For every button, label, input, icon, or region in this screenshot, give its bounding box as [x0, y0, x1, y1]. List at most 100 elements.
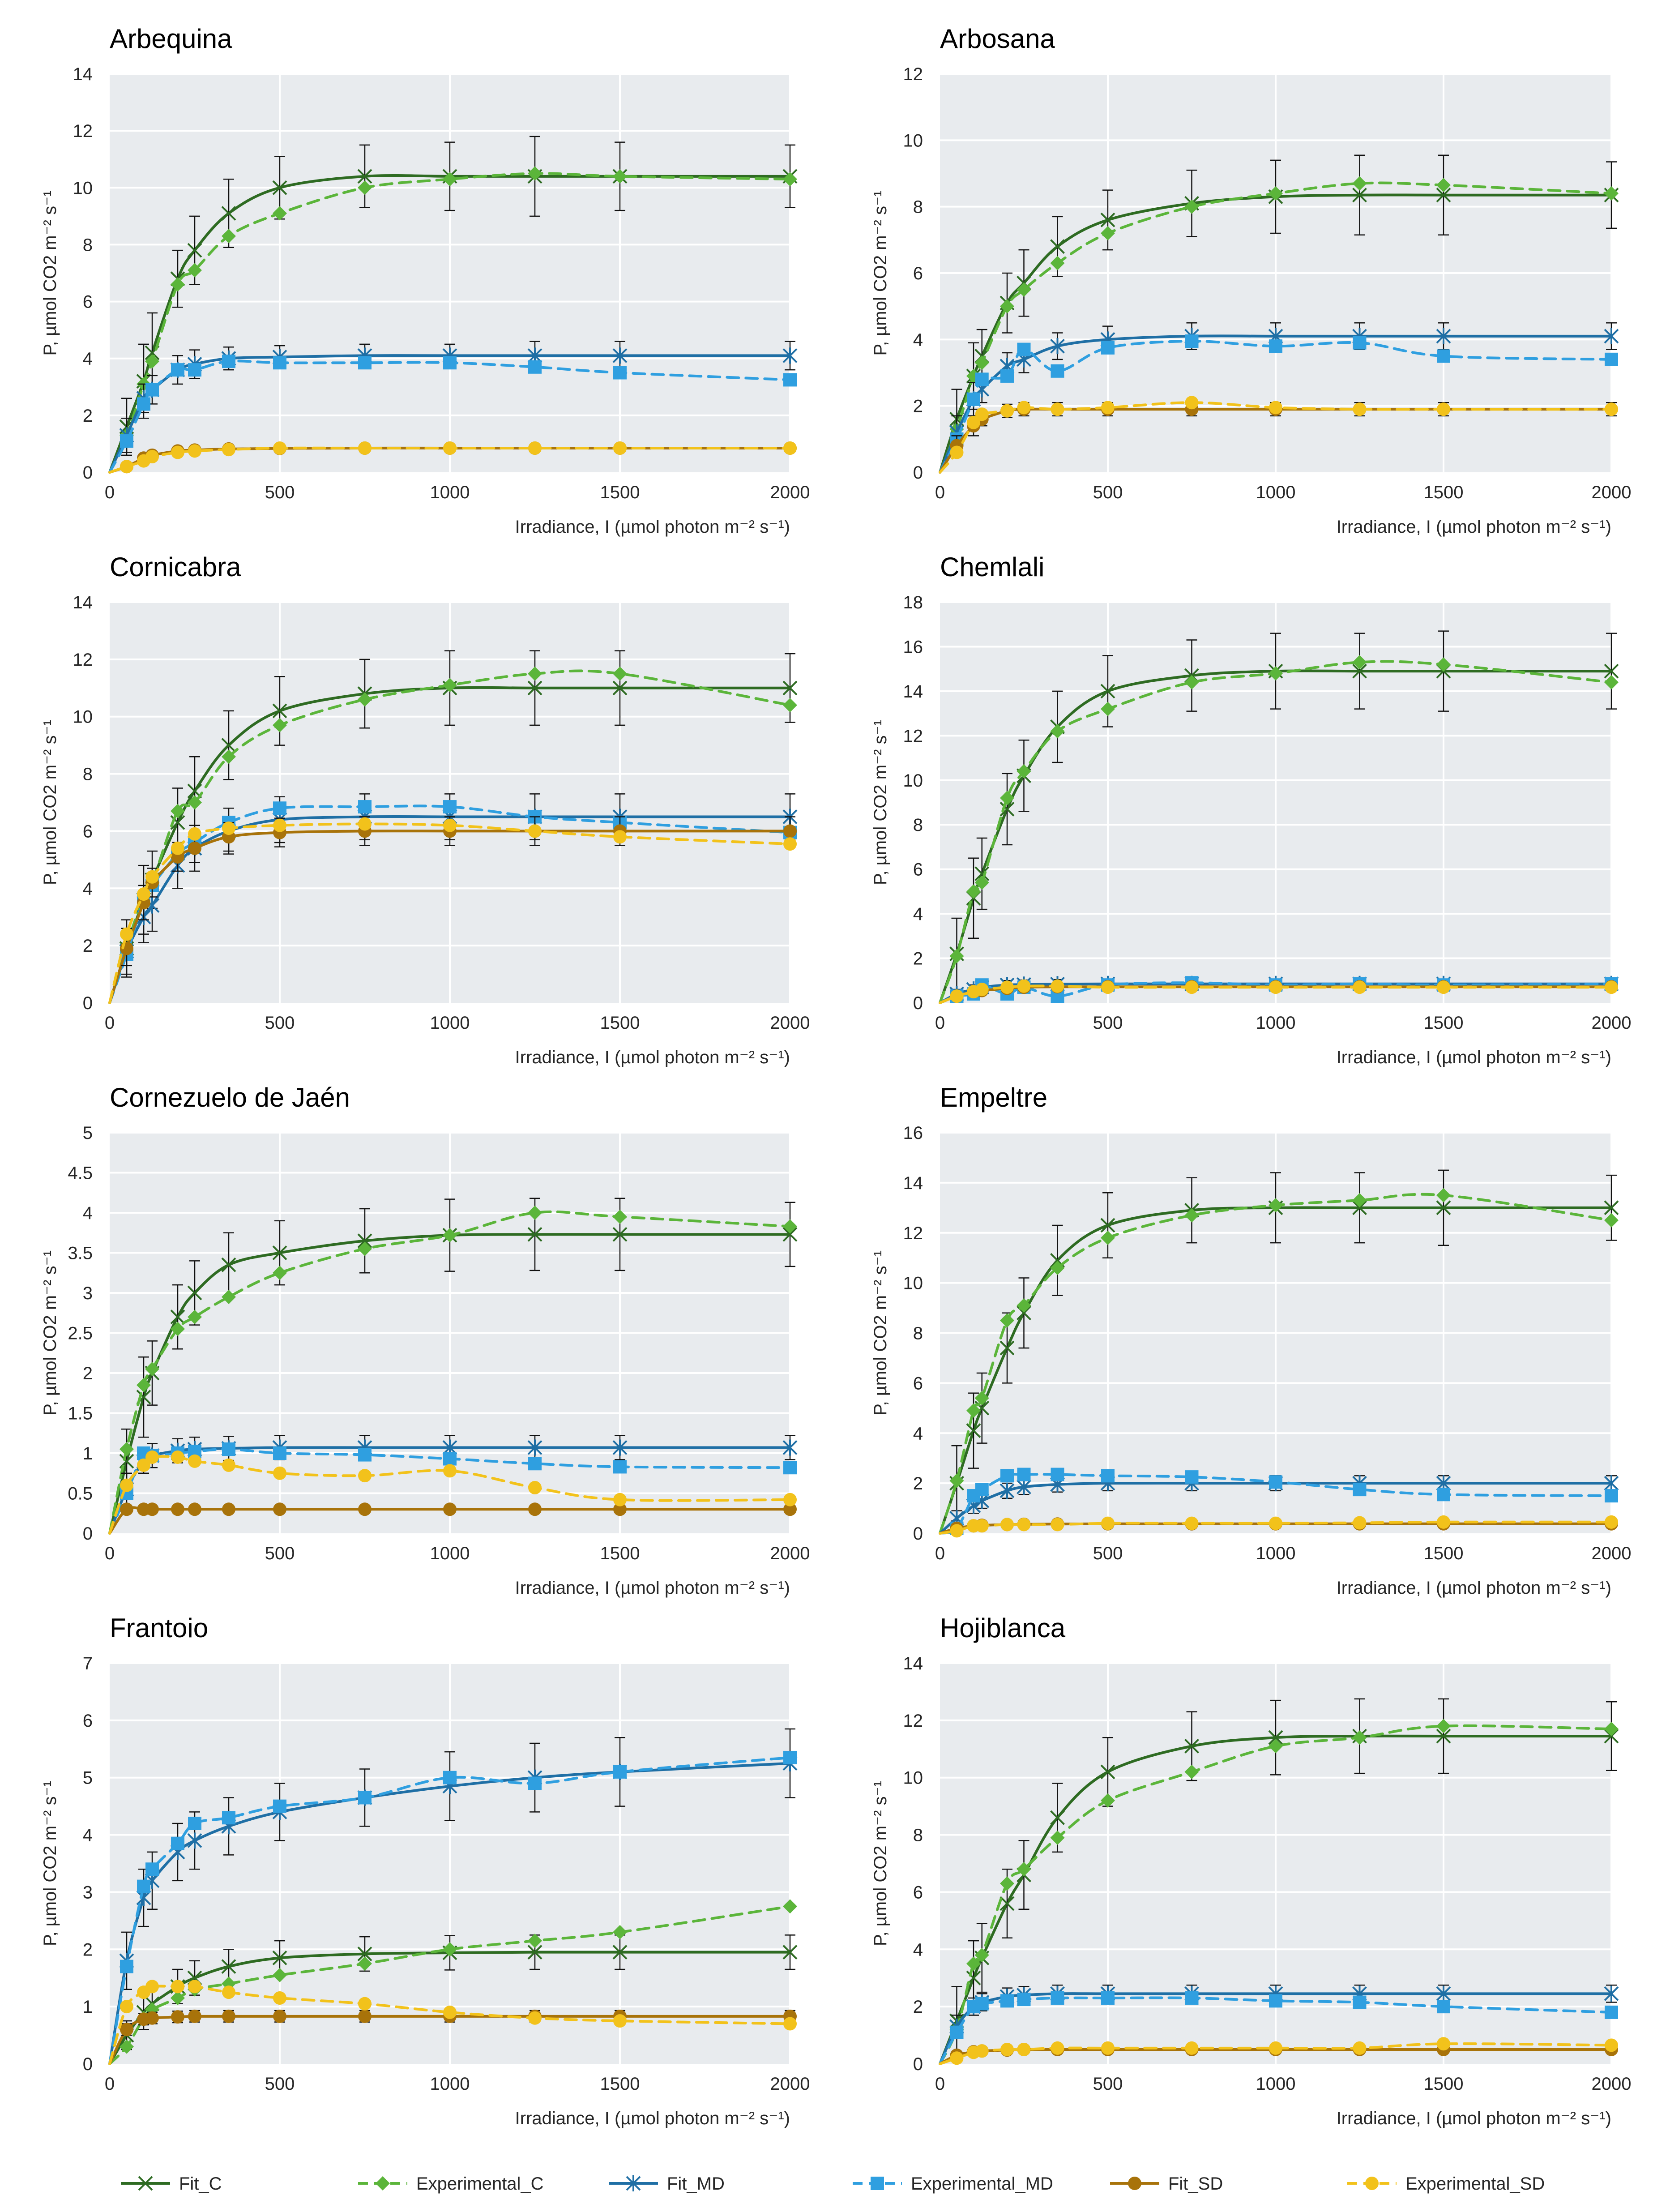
data-point [358, 1502, 372, 1516]
x-tick-label: 0 [105, 2074, 115, 2094]
y-tick-label: 4 [913, 330, 923, 350]
y-tick-label: 5 [83, 1123, 93, 1143]
legend-marker [138, 2176, 153, 2191]
data-point [188, 1980, 201, 1994]
x-axis-label: Irradiance, I (µmol photon m⁻² s⁻¹) [515, 517, 790, 537]
data-point [1017, 1993, 1031, 2007]
x-tick-label: 0 [935, 2074, 945, 2094]
y-tick-label: 12 [903, 1711, 923, 1731]
y-tick-label: 6 [913, 860, 923, 880]
data-point [1000, 2043, 1014, 2057]
data-point [1050, 256, 1065, 270]
data-point [783, 698, 797, 713]
data-point [528, 824, 542, 838]
data-point [967, 392, 980, 406]
series-fit-sd [108, 1502, 797, 1535]
data-point [443, 1771, 457, 1784]
data-point [950, 1524, 964, 1538]
data-point [1184, 675, 1199, 689]
data-point [612, 1945, 628, 1960]
data-point [1352, 176, 1367, 191]
data-point [1100, 684, 1115, 699]
y-tick-label: 4 [913, 1424, 923, 1443]
data-point [528, 2011, 542, 2025]
data-point [975, 372, 989, 386]
series-experimental-c [939, 176, 1619, 474]
data-point [613, 1925, 627, 1939]
data-point [222, 355, 235, 368]
series-line [108, 359, 791, 474]
data-point [222, 2009, 235, 2023]
data-point [145, 1862, 159, 1876]
data-point [612, 1439, 628, 1456]
data-point [273, 1968, 287, 1982]
y-tick-label: 3 [83, 1284, 93, 1303]
y-axis-label: P, µmol CO2 m⁻² s⁻¹ [40, 1250, 60, 1416]
data-point [999, 1340, 1015, 1356]
y-tick-label: 16 [903, 1123, 923, 1143]
y-tick-label: 7 [83, 1654, 93, 1673]
data-point [222, 1289, 236, 1304]
series-experimental-md [939, 1468, 1618, 1535]
data-point [1269, 1516, 1282, 1530]
data-point [273, 1446, 286, 1460]
data-point [1353, 1995, 1367, 2009]
data-point [528, 1776, 542, 1790]
chart-panel: Arbequina Irradiance, I (µmol photon m⁻² … [40, 24, 810, 537]
data-point [187, 1285, 202, 1301]
data-point [613, 441, 627, 455]
y-tick-label: 2 [913, 949, 923, 969]
series-experimental-c [939, 655, 1619, 1004]
legend-item: Experimental_SD [1347, 2174, 1545, 2194]
data-point [272, 1951, 287, 1965]
data-point [528, 441, 542, 455]
data-point [1353, 402, 1367, 416]
legend-marker [1365, 2177, 1379, 2190]
legend-label: Fit_C [179, 2174, 222, 2194]
data-point [974, 875, 989, 890]
data-point [1050, 338, 1065, 355]
y-tick-label: 0 [913, 993, 923, 1013]
data-point [273, 1799, 286, 1813]
y-tick-label: 14 [903, 682, 923, 702]
data-point [188, 1817, 201, 1830]
data-point [222, 1985, 235, 1999]
data-point [1269, 1198, 1283, 1213]
data-point [1605, 352, 1618, 366]
data-point [1051, 1518, 1064, 1532]
data-point [145, 1362, 159, 1377]
series-experimental-md [939, 1991, 1618, 2065]
data-point [1437, 1488, 1450, 1502]
legend-label: Experimental_C [416, 2174, 544, 2194]
data-point [145, 1502, 159, 1516]
series-line [108, 172, 791, 474]
data-point [171, 1836, 184, 1850]
data-point [120, 1478, 133, 1492]
series-line [939, 1724, 1613, 2065]
series-line [108, 174, 791, 474]
y-tick-label: 8 [83, 765, 93, 784]
data-point [1101, 341, 1115, 355]
data-point [1017, 764, 1031, 779]
data-point [1352, 655, 1367, 670]
data-point [999, 1896, 1015, 1911]
data-point [1604, 186, 1619, 201]
data-point [1269, 980, 1282, 994]
y-tick-label: 0 [83, 993, 93, 1013]
x-tick-label: 1500 [600, 483, 640, 502]
data-point [966, 1423, 981, 1438]
data-point [1604, 1985, 1619, 2002]
y-tick-label: 0.5 [68, 1484, 93, 1504]
y-tick-label: 2 [83, 1940, 93, 1960]
legend-marker [376, 2176, 390, 2191]
y-axis-label: P, µmol CO2 m⁻² s⁻¹ [871, 1250, 890, 1416]
data-point [221, 206, 236, 221]
data-point [613, 1460, 627, 1474]
data-point [1101, 980, 1115, 994]
x-axis-label: Irradiance, I (µmol photon m⁻² s⁻¹) [515, 1048, 790, 1067]
legend-item: Fit_MD [609, 2174, 725, 2194]
data-point [783, 1219, 797, 1234]
data-point [1436, 178, 1451, 193]
data-point [1050, 1810, 1065, 1825]
data-point [187, 243, 202, 258]
